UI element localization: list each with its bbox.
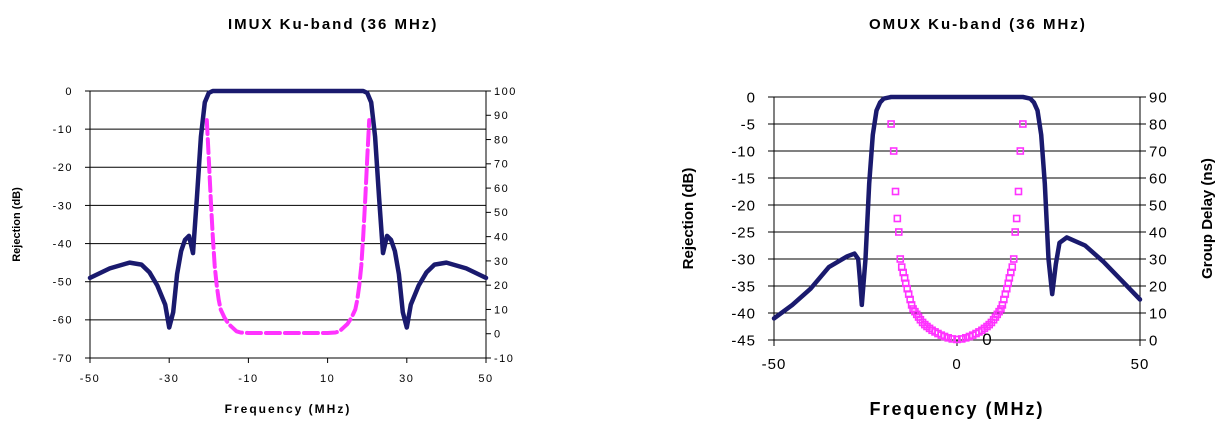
imux-y2tick-label-11: -10 [494,353,514,365]
omux-y2tick-label-5: 40 [1149,224,1168,241]
omux-series-1-point-4 [895,228,903,236]
omux-series-1-point-5 [896,255,905,263]
omux-ytick-label-1: -5 [741,116,756,133]
imux-y2tick-label-6: 40 [494,231,509,243]
omux-series-1-point-39 [983,322,991,331]
omux-ytick-label-0: 0 [747,89,756,106]
omux-series-1-point-28 [944,334,953,342]
imux-y2tick-label-4: 60 [494,183,509,195]
omux-series-1-point-59 [1016,147,1025,155]
omux-ytick-label-3: -15 [731,170,756,187]
omux-xtick-label-0: -50 [762,356,787,373]
omux-y2-axis-title: Group Delay (ns) [1199,158,1216,279]
imux-xtick-label-1: -30 [159,373,179,385]
imux-y2tick-label-3: 70 [494,159,509,171]
imux-xtick-label-3: 10 [320,373,335,385]
imux-ytick-label-5: -50 [53,277,73,289]
omux-series-1-point-56 [1011,228,1019,236]
imux-ytick-label-7: -70 [53,353,73,365]
omux-series-1-point-46 [997,305,1005,313]
imux-y2tick-label-9: 10 [494,304,509,316]
omux-series-1-point-55 [1009,255,1018,263]
omux-ytick-label-5: -25 [731,224,756,241]
omux-series-1-point-0 [887,120,895,128]
omux-series-1-point-3 [893,214,902,223]
omux-ytick-label-9: -45 [731,332,756,349]
imux-y2tick-label-7: 30 [494,256,509,268]
omux-series-1-point-19 [918,318,927,327]
imux-y-axis-title: Rejection (dB) [11,187,23,262]
omux-series-1-point-31 [957,335,966,343]
omux-series-1-point-40 [985,320,994,329]
omux-series-1-point-2 [891,187,900,196]
omux-series-1-point-57 [1012,214,1021,223]
omux-series-1-point-60 [1019,120,1027,128]
omux-ytick-label-2: -10 [731,143,756,160]
omux-y2tick-label-6: 30 [1149,251,1168,268]
imux-xtick-label-2: -10 [238,373,258,385]
omux-series-1-point-54 [1008,263,1017,271]
imux-x-axis-title: Frequency (MHz) [225,402,352,416]
omux-series-1-point-58 [1014,187,1023,196]
omux-series-1-point-1 [889,147,898,155]
omux-ytick-label-6: -30 [731,251,756,268]
omux-y2tick-label-1: 80 [1149,116,1168,133]
omux-x-axis-title: Frequency (MHz) [869,399,1044,419]
imux-xtick-label-4: 30 [399,373,414,385]
omux-series-1-point-29 [948,335,957,343]
imux-y2tick-label-8: 20 [494,280,509,292]
omux-y-axis-title: Rejection (dB) [680,168,697,270]
imux-ytick-label-2: -20 [53,162,73,174]
omux-y2tick-label-4: 50 [1149,197,1168,214]
imux-xtick-label-5: 50 [478,373,493,385]
omux-chart-title: OMUX Ku-band (36 MHz) [869,16,1087,33]
omux-extra-label-0: 0 [982,330,991,349]
imux-ytick-label-6: -60 [53,315,73,327]
imux-series-1-line [204,118,372,335]
omux-xtick-label-2: 50 [1131,356,1150,373]
imux-ytick-label-4: -40 [53,238,73,250]
omux-ytick-label-8: -40 [731,305,756,322]
omux-ytick-label-7: -35 [731,278,756,295]
omux-series-1-point-30 [953,335,961,344]
imux-ytick-label-1: -10 [53,124,73,136]
omux-y2tick-label-7: 20 [1149,278,1168,295]
omux-y2tick-label-3: 60 [1149,170,1168,187]
omux-series-0-line [771,94,1143,321]
imux-y2tick-label-5: 50 [494,207,509,219]
imux-y2tick-label-2: 80 [494,134,509,146]
imux-y2tick-label-10: 0 [494,329,502,341]
omux-xtick-label-1: 0 [952,356,961,373]
imux-ytick-label-0: 0 [65,86,73,98]
imux-series-0-line [87,88,489,330]
omux-ytick-label-4: -20 [731,197,756,214]
omux-y2tick-label-0: 90 [1149,89,1168,106]
omux-y2tick-label-2: 70 [1149,143,1168,160]
omux-y2tick-label-9: 0 [1149,332,1158,349]
imux-xtick-label-0: -50 [80,373,100,385]
imux-y2tick-label-0: 100 [494,86,517,98]
imux-chart-title: IMUX Ku-band (36 MHz) [228,16,439,33]
imux-ytick-label-3: -30 [53,200,73,212]
imux-y2tick-label-1: 90 [494,110,509,122]
omux-y2tick-label-8: 10 [1149,305,1168,322]
